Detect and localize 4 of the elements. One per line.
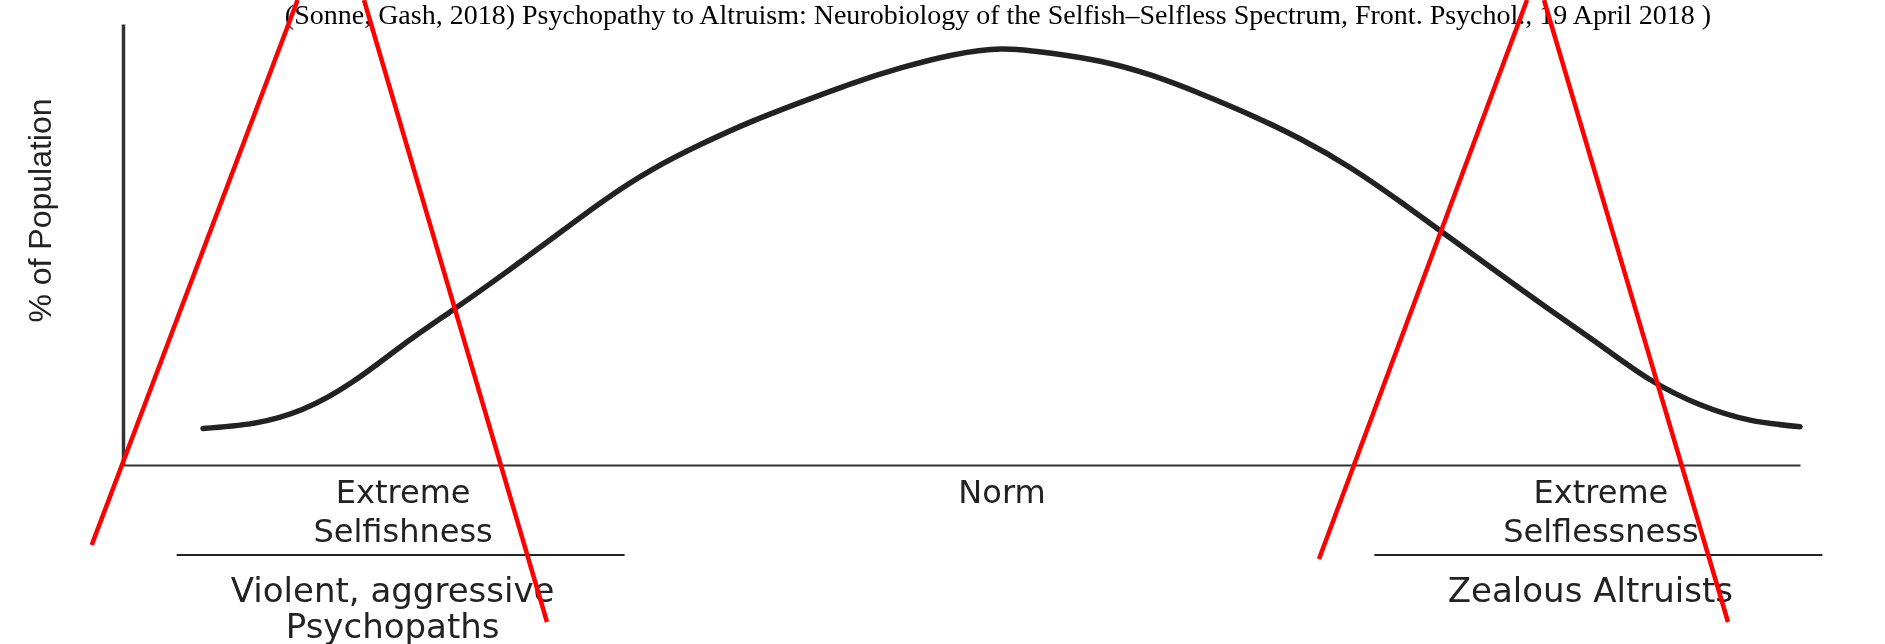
x-tick-label: Norm	[958, 472, 1046, 511]
y-axis-title: % of Population	[21, 98, 58, 323]
x-tick-label: Extreme Selfishness	[313, 472, 493, 550]
x-tick-label: Extreme Selflessness	[1503, 472, 1699, 550]
